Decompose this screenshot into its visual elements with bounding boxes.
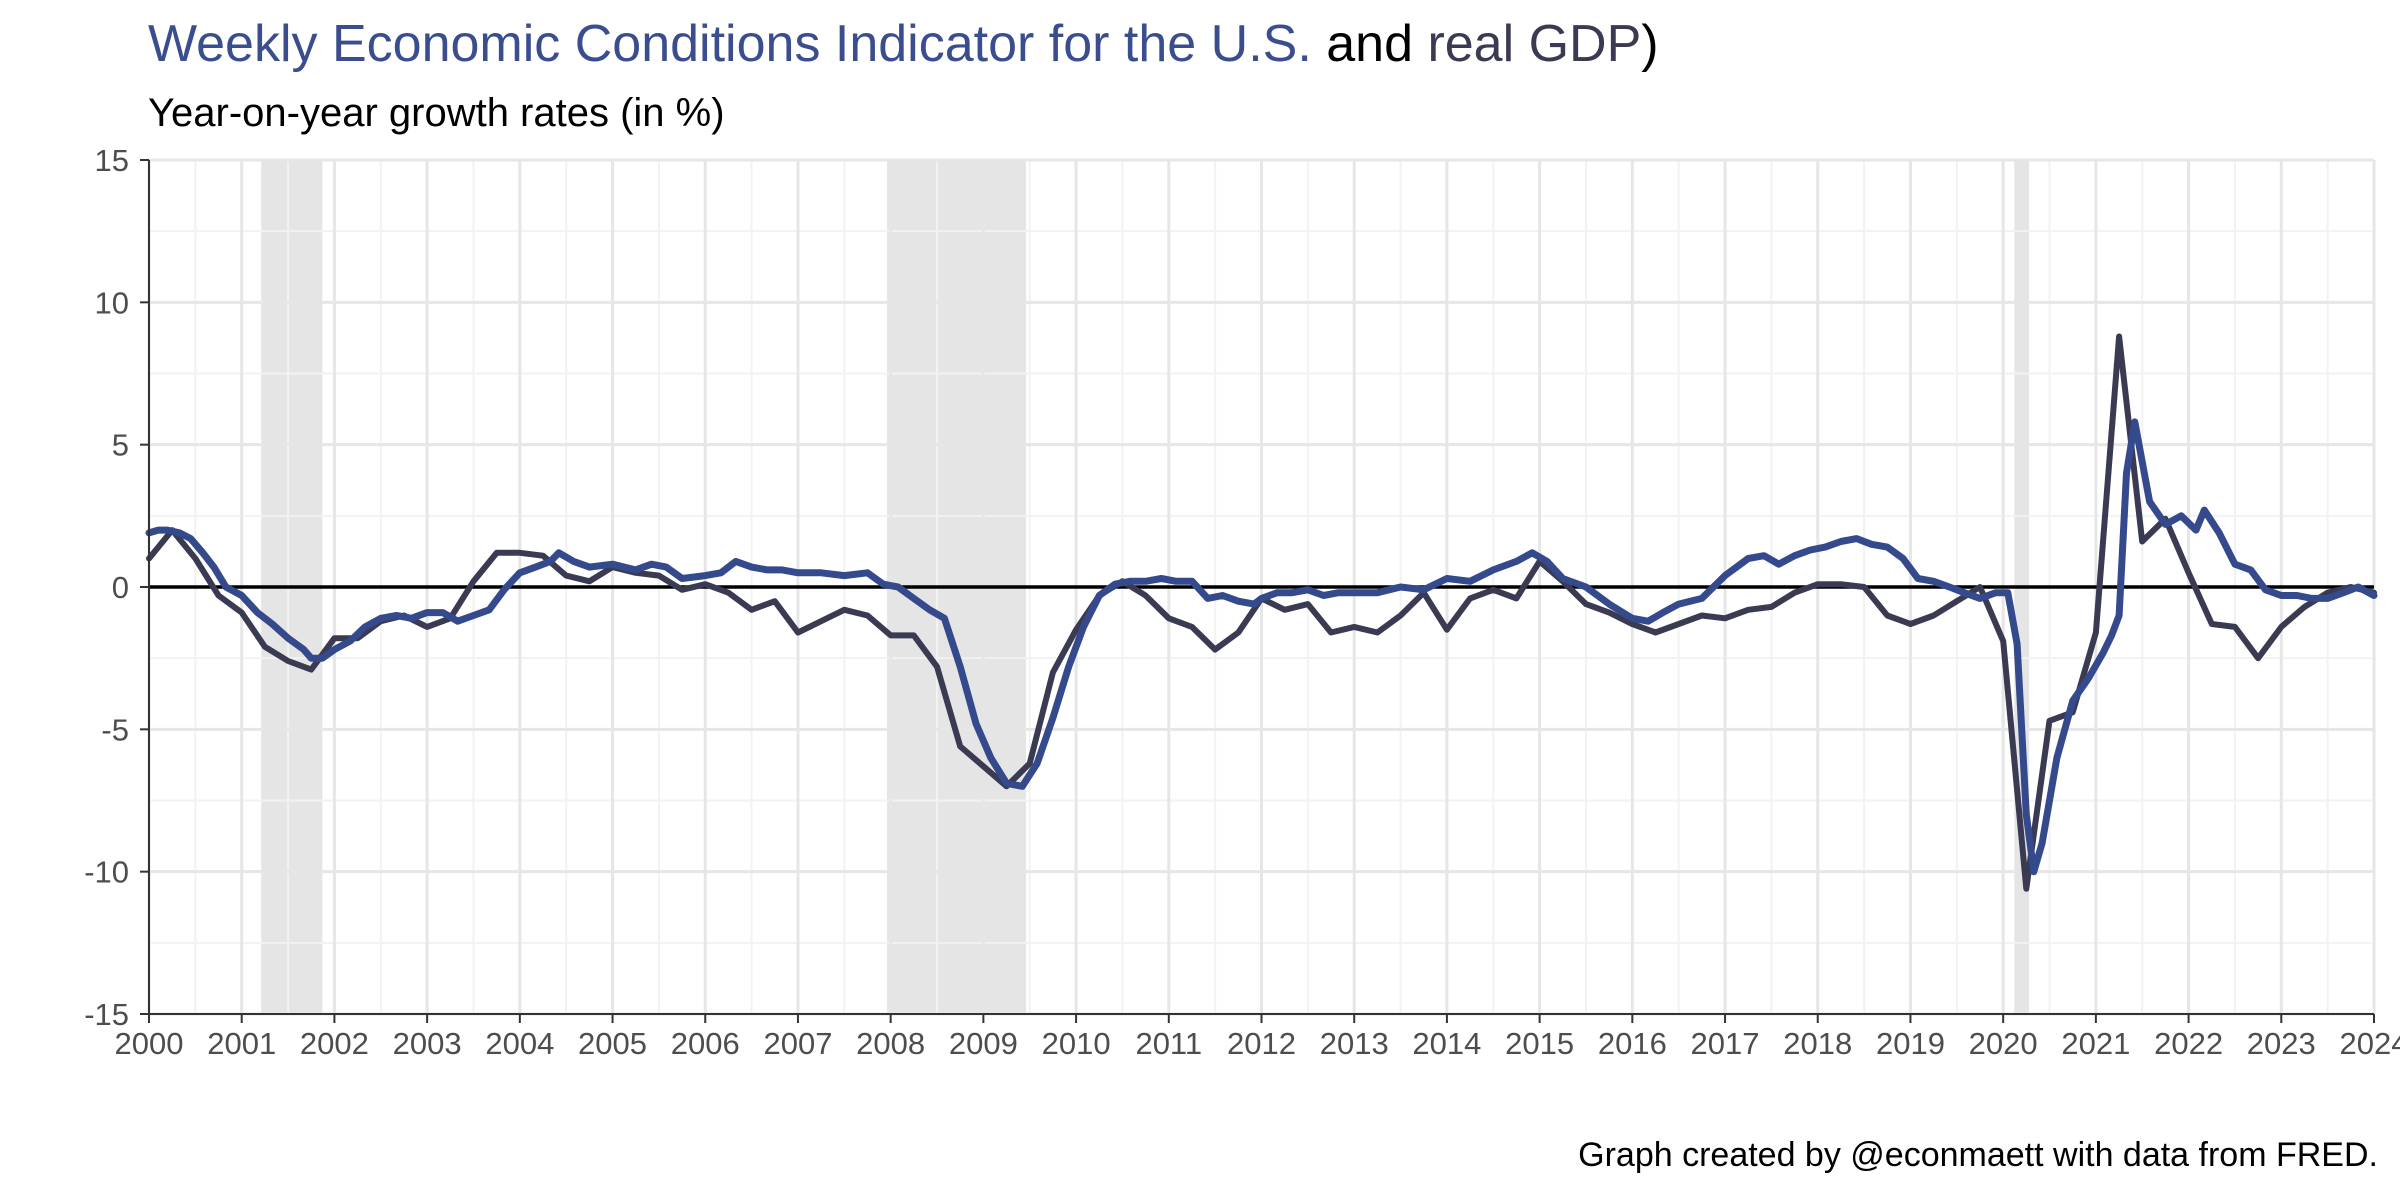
x-tick-label: 2004 (485, 1026, 554, 1061)
x-tick-label: 2007 (763, 1026, 832, 1061)
x-tick-label: 2012 (1227, 1026, 1296, 1061)
x-tick-label: 2020 (1969, 1026, 2038, 1061)
x-tick-label: 2009 (949, 1026, 1018, 1061)
y-tick-label: 5 (112, 428, 129, 463)
x-tick-label: 2010 (1042, 1026, 1111, 1061)
x-tick-label: 2023 (2247, 1026, 2316, 1061)
x-tick-label: 2016 (1598, 1026, 1667, 1061)
x-tick-label: 2021 (2061, 1026, 2130, 1061)
x-tick-label: 2011 (1135, 1026, 1202, 1061)
title-wei-part: Weekly Economic Conditions Indicator for… (148, 15, 1312, 73)
x-tick-label: 2019 (1876, 1026, 1945, 1061)
y-tick-label: -15 (84, 997, 129, 1032)
x-tick-label: 2014 (1412, 1026, 1481, 1061)
y-tick-label: -10 (84, 855, 129, 890)
y-tick-labels: -15 -10 -5 0 5 10 15 (84, 143, 149, 1032)
x-tick-label: 2000 (115, 1026, 184, 1061)
series-line-wei (145, 418, 2378, 876)
x-tick-label: 2005 (578, 1026, 647, 1061)
x-tick-label: 2002 (300, 1026, 369, 1061)
x-tick-label: 2018 (1783, 1026, 1852, 1061)
x-tick-label: 2006 (671, 1026, 740, 1061)
series-lines (145, 333, 2378, 892)
y-tick-label: 10 (95, 285, 129, 320)
title-and-part: and (1311, 15, 1428, 73)
x-tick-label: 2017 (1691, 1026, 1760, 1061)
y-tick-label: 15 (95, 143, 129, 178)
chart-caption: Graph created by @econmaett with data fr… (1578, 1136, 2378, 1174)
x-tick-labels: 2000 2001 2002 2003 2004 2005 2006 2007 2008 2009… (115, 1014, 2400, 1061)
y-tick-label: -5 (101, 712, 129, 747)
chart-subtitle: Year-on-year growth rates (in %) (148, 91, 725, 135)
x-tick-label: 2015 (1505, 1026, 1574, 1061)
x-tick-label: 2001 (207, 1026, 276, 1061)
y-tick-label: 0 (112, 570, 129, 605)
chart-title: Weekly Economic Conditions Indicator for… (148, 12, 1659, 76)
x-tick-label: 2024 (2340, 1026, 2400, 1061)
title-paren-part: ) (1641, 15, 1659, 73)
x-tick-label: 2008 (856, 1026, 925, 1061)
x-tick-label: 2022 (2154, 1026, 2223, 1061)
x-tick-label: 2003 (393, 1026, 462, 1061)
x-tick-label: 2013 (1320, 1026, 1389, 1061)
title-gdp-part: real GDP (1427, 15, 1642, 73)
